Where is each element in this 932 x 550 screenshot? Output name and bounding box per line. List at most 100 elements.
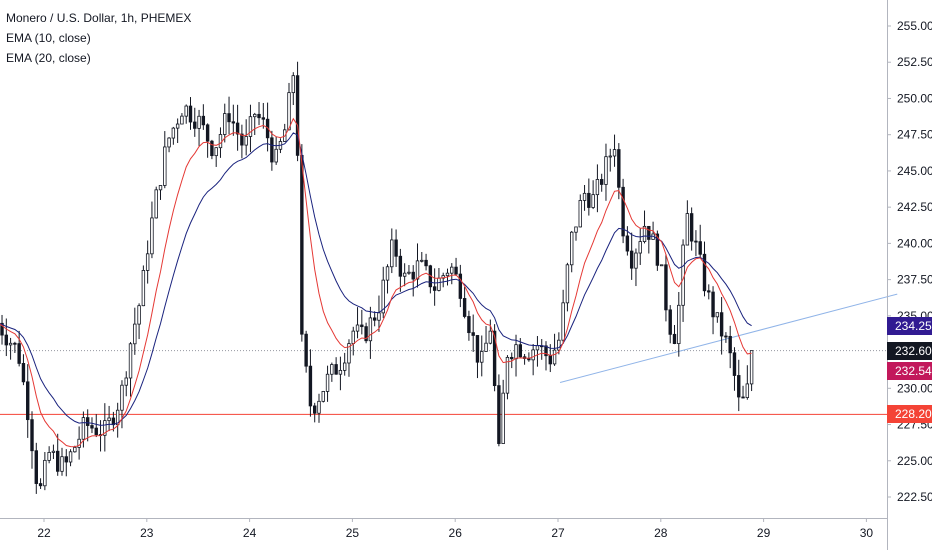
candle: [595, 164, 600, 213]
candle: [223, 103, 227, 143]
candle: [565, 262, 570, 312]
candle: [411, 265, 415, 297]
candle: [707, 284, 711, 300]
candle: [505, 355, 510, 400]
y-tick-label: 237.50: [897, 273, 932, 287]
symbol-title[interactable]: Monero / U.S. Dollar, 1h, PHEMEX: [6, 11, 192, 25]
candle: [124, 371, 128, 397]
y-tick-label: 252.50: [897, 55, 932, 69]
x-tick-label: 23: [140, 526, 154, 540]
y-tick-label: 250.00: [897, 91, 932, 105]
x-tick-label: 25: [346, 526, 360, 540]
candle: [728, 325, 732, 369]
candle: [484, 325, 488, 352]
ema20-legend[interactable]: EMA (20, close): [6, 51, 91, 65]
candle: [510, 352, 514, 369]
candle: [47, 446, 51, 464]
candle: [420, 251, 424, 263]
candle: [544, 341, 548, 371]
candle: [732, 347, 737, 391]
candle: [26, 364, 30, 438]
ema10-price-tag: 232.54: [887, 362, 932, 380]
candle: [21, 354, 26, 386]
candle: [180, 113, 184, 125]
candle: [415, 243, 420, 288]
chart-legend: Monero / U.S. Dollar, 1h, PHEMEX EMA (10…: [6, 8, 191, 68]
candle: [261, 102, 266, 129]
axes: [0, 0, 888, 550]
candle: [201, 104, 206, 130]
candle: [407, 264, 411, 275]
candle: [437, 267, 441, 292]
candle: [402, 263, 407, 287]
candle: [458, 264, 463, 308]
candle: [462, 286, 467, 319]
candle: [480, 335, 484, 377]
candle: [270, 130, 274, 171]
candle: [385, 264, 390, 294]
candle: [13, 341, 17, 353]
price-tags: 234.25 232.60 232.54 228.20: [887, 317, 932, 423]
candle: [535, 336, 540, 367]
candle: [141, 265, 146, 307]
y-tick-label: 255.00: [897, 19, 932, 33]
candle: [587, 178, 591, 216]
candle: [360, 309, 364, 335]
candle: [304, 330, 308, 373]
y-tick-label: 247.50: [897, 128, 932, 142]
support-price-tag: 228.20: [887, 405, 932, 423]
x-tick-label: 26: [449, 526, 463, 540]
candle: [154, 186, 158, 219]
candle: [711, 286, 715, 335]
candle: [638, 227, 642, 265]
candle: [205, 123, 210, 158]
candle: [497, 374, 501, 447]
candle: [351, 326, 355, 356]
candle: [394, 229, 398, 267]
candle: [193, 107, 197, 137]
candle: [557, 332, 561, 355]
candle: [253, 112, 257, 136]
candle: [428, 264, 433, 294]
ema10-legend[interactable]: EMA (10, close): [6, 31, 91, 45]
x-tick-label: 29: [757, 526, 771, 540]
y-tick-label: 222.50: [897, 490, 932, 504]
candle: [719, 297, 724, 355]
candle: [642, 210, 647, 244]
candle: [334, 357, 338, 375]
ema10-line: [0, 117, 752, 448]
candle: [527, 352, 531, 362]
candle: [171, 126, 176, 145]
candle: [283, 123, 287, 142]
candle: [574, 226, 578, 241]
y-tick-label: 245.00: [897, 164, 932, 178]
candle: [715, 312, 720, 323]
candle: [38, 478, 43, 489]
candle: [214, 147, 218, 167]
candle: [749, 350, 754, 392]
candle: [522, 353, 527, 365]
candle: [43, 451, 47, 491]
candle: [231, 104, 236, 136]
candle: [454, 257, 458, 276]
candle: [17, 330, 21, 367]
x-tick-label: 28: [654, 526, 668, 540]
candle: [308, 349, 313, 417]
candle: [295, 61, 300, 162]
candle: [188, 97, 193, 130]
candle: [8, 337, 13, 360]
candle: [103, 403, 107, 452]
candle: [604, 143, 608, 201]
candle: [317, 393, 321, 423]
candle: [694, 230, 698, 257]
candle: [163, 131, 167, 189]
candle: [257, 102, 261, 126]
candle: [342, 352, 347, 376]
candle: [85, 409, 90, 442]
ema20-line: [0, 132, 752, 426]
candle: [617, 143, 621, 200]
candle: [364, 322, 368, 344]
candle: [677, 292, 681, 357]
candle: [424, 253, 428, 271]
